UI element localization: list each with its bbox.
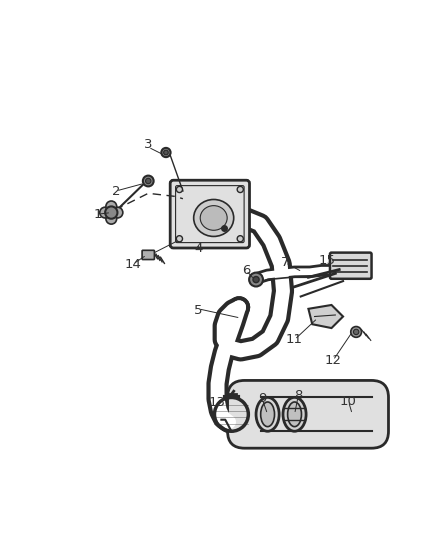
Text: 6: 6 (242, 264, 250, 277)
Text: 13: 13 (209, 396, 226, 409)
Ellipse shape (288, 402, 301, 426)
Text: 10: 10 (340, 395, 357, 408)
Circle shape (177, 236, 183, 242)
Circle shape (106, 213, 117, 224)
Ellipse shape (283, 398, 306, 431)
Text: 1: 1 (94, 208, 102, 221)
Text: 8: 8 (294, 389, 303, 401)
Text: 2: 2 (112, 184, 120, 198)
Circle shape (145, 179, 151, 184)
Circle shape (353, 329, 359, 335)
Circle shape (249, 273, 263, 287)
FancyBboxPatch shape (170, 180, 250, 248)
Circle shape (106, 201, 117, 212)
Circle shape (143, 175, 154, 187)
Circle shape (253, 277, 259, 282)
Circle shape (161, 148, 170, 157)
Text: 4: 4 (194, 243, 202, 255)
Ellipse shape (194, 199, 234, 237)
Text: 7: 7 (281, 256, 290, 269)
Text: 3: 3 (144, 138, 152, 151)
Text: 12: 12 (325, 354, 342, 367)
Text: 9: 9 (258, 392, 266, 406)
Circle shape (164, 150, 168, 155)
FancyBboxPatch shape (330, 253, 371, 279)
Circle shape (112, 207, 123, 218)
Ellipse shape (256, 398, 279, 431)
Circle shape (237, 187, 244, 192)
Ellipse shape (200, 206, 227, 230)
Circle shape (237, 236, 244, 242)
Circle shape (100, 207, 110, 218)
Circle shape (177, 187, 183, 192)
Circle shape (351, 327, 361, 337)
Circle shape (105, 206, 117, 219)
Ellipse shape (261, 402, 275, 426)
Text: 15: 15 (318, 254, 336, 267)
FancyBboxPatch shape (228, 381, 389, 448)
FancyBboxPatch shape (142, 251, 155, 260)
Polygon shape (308, 305, 343, 328)
Text: 5: 5 (194, 304, 202, 317)
Text: 14: 14 (124, 257, 141, 271)
Text: 11: 11 (286, 333, 303, 346)
